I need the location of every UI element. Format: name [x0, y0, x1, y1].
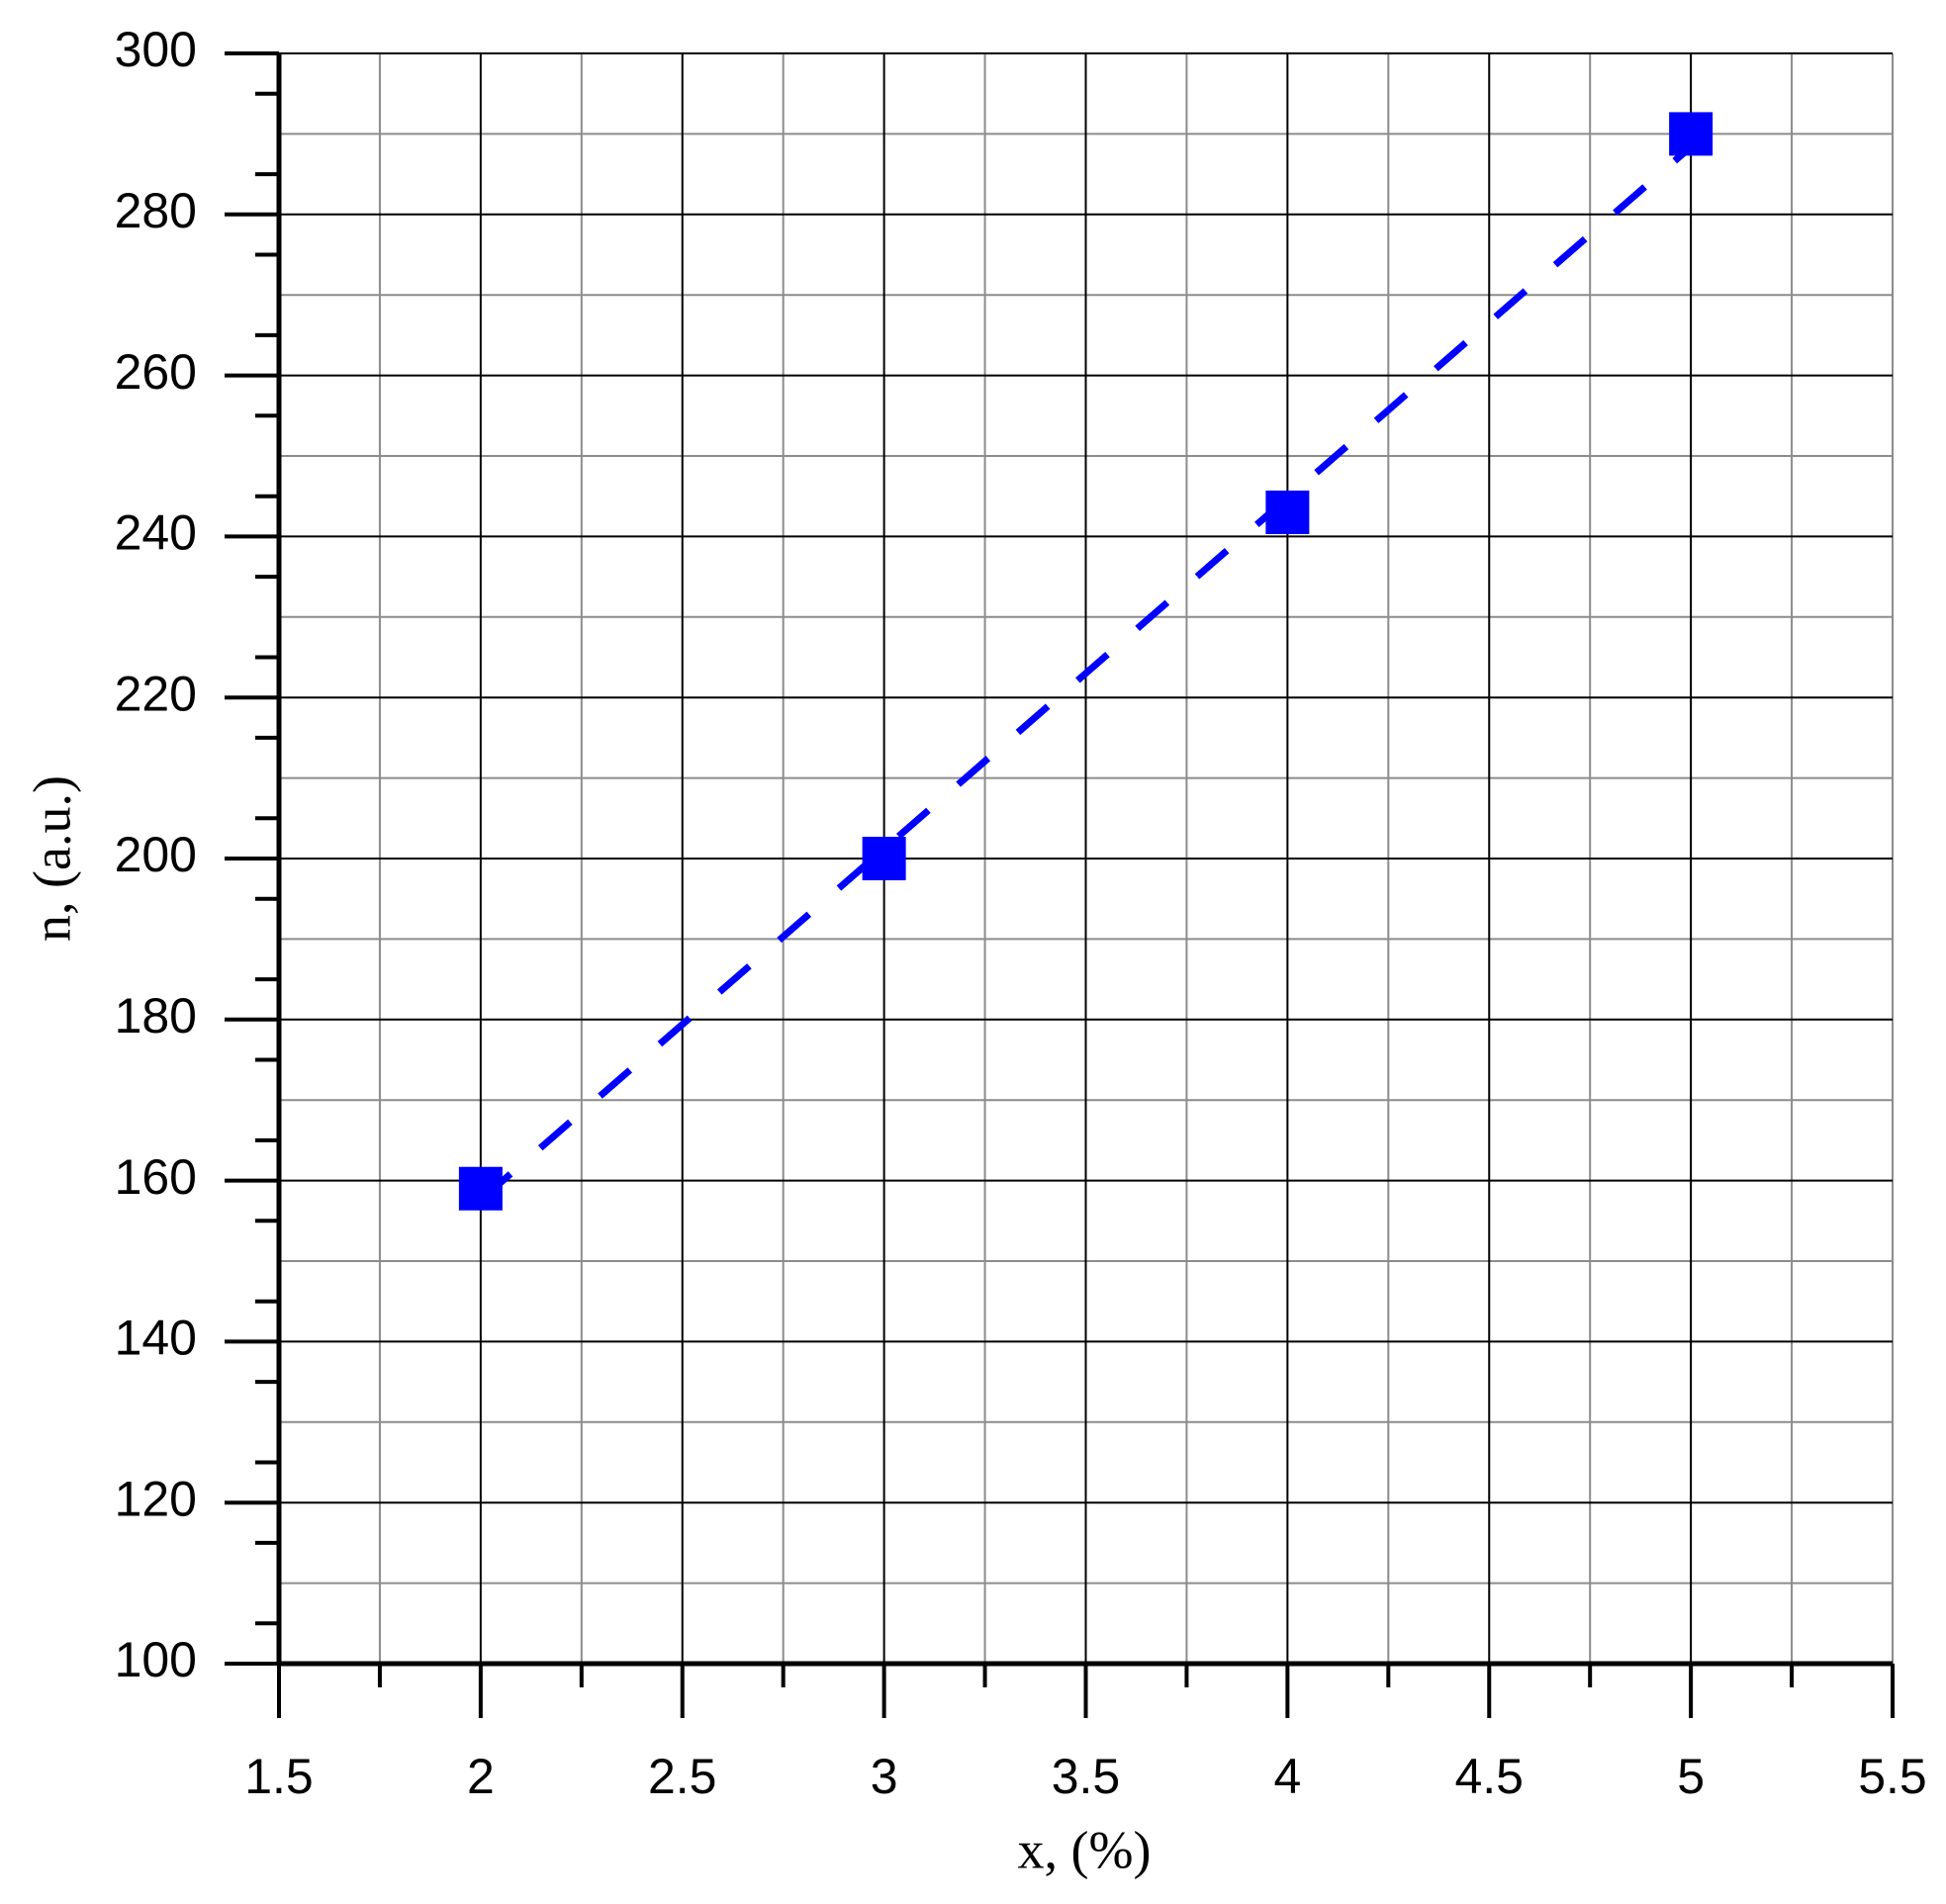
x-tick-label: 5.5 — [1858, 1749, 1927, 1804]
marker — [458, 1166, 503, 1211]
y-tick-label: 180 — [115, 988, 197, 1043]
y-tick-label: 260 — [115, 344, 197, 400]
x-axis-title: x, (%) — [1018, 1820, 1152, 1879]
y-tick-label: 300 — [115, 22, 197, 77]
y-tick-label: 240 — [115, 505, 197, 561]
y-tick-label: 120 — [115, 1471, 197, 1526]
marker — [1265, 490, 1310, 534]
fit-line — [478, 143, 1694, 1203]
x-tick-label: 3 — [871, 1749, 898, 1804]
y-tick-label: 100 — [115, 1632, 197, 1687]
x-tick-label: 3.5 — [1052, 1749, 1121, 1804]
x-tick-label: 2 — [467, 1749, 495, 1804]
x-tick-label: 4 — [1273, 1749, 1301, 1804]
marker — [1669, 112, 1714, 156]
y-tick-label: 160 — [115, 1149, 197, 1205]
y-tick-label: 200 — [115, 827, 197, 882]
x-tick-label: 1.5 — [244, 1749, 314, 1804]
y-axis-title: n, (a.u.) — [22, 775, 81, 942]
x-tick-label: 2.5 — [648, 1749, 717, 1804]
x-tick-label: 4.5 — [1454, 1749, 1524, 1804]
marker — [862, 837, 906, 880]
x-tick-label: 5 — [1677, 1749, 1705, 1804]
y-tick-label: 280 — [115, 183, 197, 238]
y-tick-label: 140 — [115, 1311, 197, 1366]
y-tick-label: 220 — [115, 666, 197, 721]
